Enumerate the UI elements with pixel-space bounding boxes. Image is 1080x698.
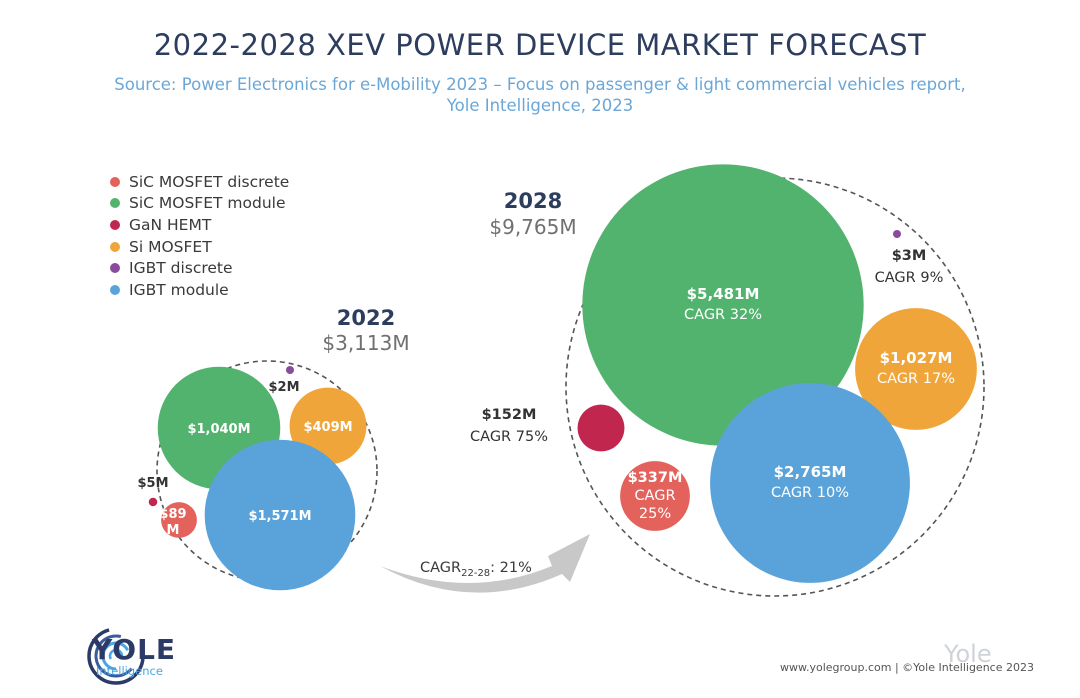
bubble-value-label: $1,571M	[248, 509, 311, 524]
bubble-sic-mosfet-module	[582, 164, 864, 446]
bubble-value-label: M	[167, 523, 180, 538]
chart-legend: SiC MOSFET discrete SiC MOSFET module GaN …	[110, 171, 289, 301]
yole-logo-icon	[87, 627, 145, 685]
bubble-value-label: $89	[159, 507, 186, 522]
legend-swatch	[110, 241, 120, 252]
legend-label: IGBT discrete	[129, 259, 233, 278]
bubble-cagr-label: CAGR 10%	[771, 485, 849, 501]
year-label: 2028	[504, 189, 562, 213]
year-label: 2022	[337, 306, 395, 330]
logo-subtitle: Intelligence	[96, 664, 163, 678]
subtitle-line-1: Source: Power Electronics for e-Mobility…	[114, 75, 966, 94]
legend-label: GaN HEMT	[129, 215, 212, 234]
bubble-value-label: $152M	[482, 407, 537, 423]
chart-subtitle: Source: Power Electronics for e-Mobility…	[60, 74, 1020, 116]
bubble-value-label: $2M	[268, 380, 299, 395]
overall-cagr-label: CAGR22-28: 21%	[420, 560, 532, 579]
bubble-value-label: $1,040M	[187, 422, 250, 437]
legend-item: GaN HEMT	[110, 214, 289, 236]
year-total: $3,113M	[322, 331, 409, 355]
bubble-value-label: $409M	[303, 420, 352, 435]
bubble-cagr-label: CAGR 75%	[470, 429, 548, 445]
bubble-cagr-label: CAGR 9%	[875, 270, 944, 286]
bubble-value-label: $3M	[892, 248, 927, 264]
bubble-igbt-discrete	[286, 366, 294, 374]
logo-name: YOLE	[92, 633, 177, 666]
bubble-cagr-label: CAGR 17%	[877, 371, 955, 387]
bubble-value-label: $5M	[137, 476, 168, 491]
bubble-igbt-module	[710, 383, 910, 583]
bubble-sic-mosfet-discrete	[620, 461, 690, 531]
legend-label: SiC MOSFET module	[129, 194, 286, 213]
bubble-value-label: $337M	[628, 470, 683, 486]
bubble-value-label: $1,027M	[880, 349, 953, 367]
legend-item: SiC MOSFET module	[110, 193, 289, 215]
bubble-cagr-label: CAGR	[634, 488, 675, 504]
legend-swatch	[110, 284, 120, 295]
year-total: $9,765M	[489, 215, 576, 239]
growth-arrow	[380, 534, 590, 593]
watermark-text: Yole	[944, 640, 992, 668]
legend-swatch	[110, 263, 120, 274]
bubble-sic-mosfet-discrete	[161, 502, 197, 538]
legend-item: SiC MOSFET discrete	[110, 171, 289, 193]
bubble-value-label: $5,481M	[687, 285, 760, 303]
bubble-value-label: $2,765M	[774, 463, 847, 481]
legend-label: Si MOSFET	[129, 237, 212, 256]
bubble-cagr-label: CAGR 32%	[684, 307, 762, 323]
legend-label: IGBT module	[129, 280, 229, 299]
legend-swatch	[110, 176, 120, 187]
bubble-si-mosfet	[855, 308, 977, 430]
footer-url: www.yolegroup.com | ©Yole Intelligence 2…	[780, 661, 1034, 674]
legend-label: SiC MOSFET discrete	[129, 172, 290, 191]
bubble-gan-hemt	[577, 404, 625, 452]
legend-item: Si MOSFET	[110, 236, 289, 258]
bubble-igbt-module	[204, 439, 356, 591]
chart-title: 2022-2028 XEV POWER DEVICE MARKET FORECA…	[153, 28, 927, 62]
legend-swatch	[110, 198, 120, 209]
bubble-igbt-discrete	[893, 230, 901, 238]
bubble-si-mosfet	[289, 387, 367, 465]
bubble-gan-hemt	[148, 497, 158, 507]
subtitle-line-2: Yole Intelligence, 2023	[446, 96, 634, 115]
legend-item: IGBT discrete	[110, 257, 289, 279]
bubble-cagr-label: 25%	[639, 506, 671, 522]
legend-item: IGBT module	[110, 279, 289, 301]
legend-swatch	[110, 219, 120, 230]
